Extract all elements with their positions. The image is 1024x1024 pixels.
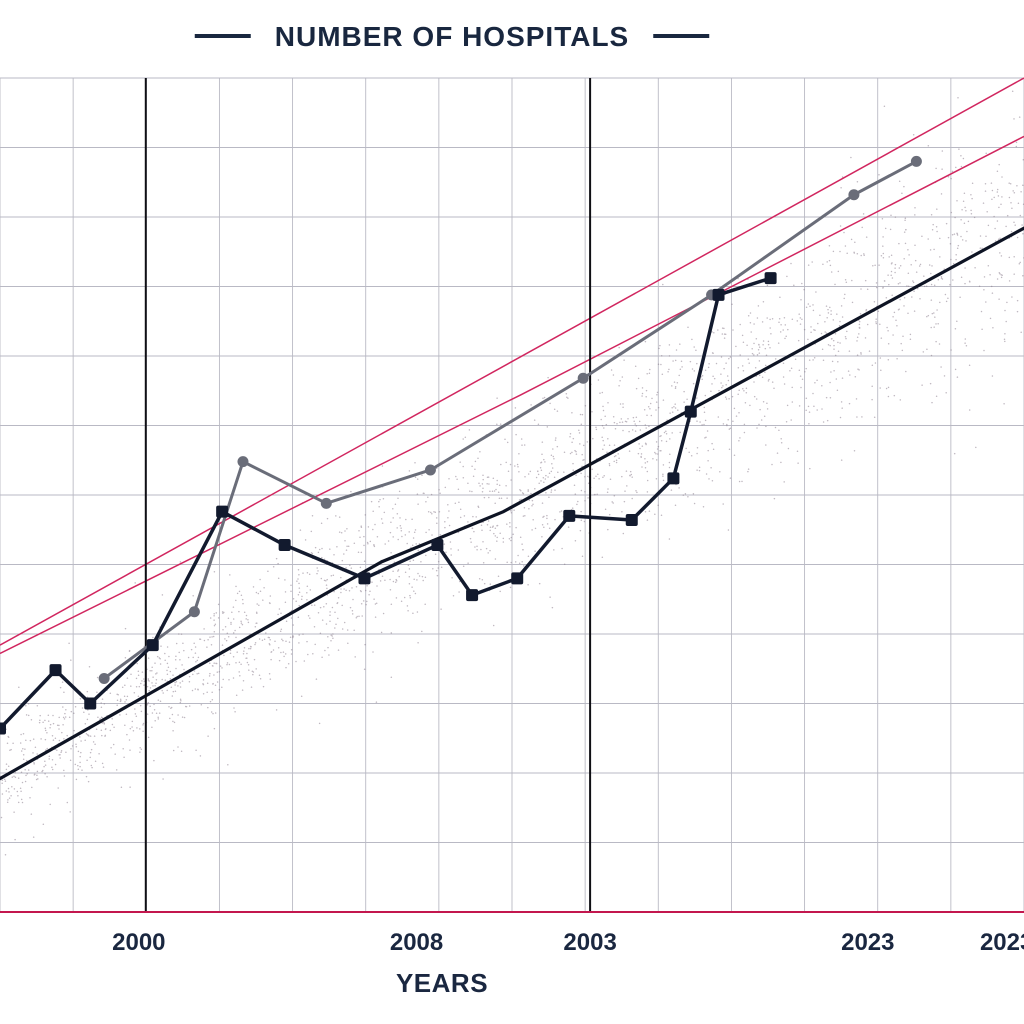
x-tick-label: 2023 (980, 929, 1024, 956)
x-tick-label: 2023 (841, 929, 894, 956)
x-tick-label: 2000 (112, 929, 165, 956)
chart-canvas: 2000 2008 2003 2023 2023 YEARS NUMBER OF HOSPI… (0, 0, 1024, 1024)
x-axis-label: YEARS (396, 968, 488, 998)
chart-title: NUMBER OF HOSPITALS (275, 21, 629, 52)
x-tick-label: 2003 (563, 929, 616, 956)
x-tick-label: 2008 (390, 929, 443, 956)
hospitals-line-chart: 2000 2008 2003 2023 2023 YEARS NUMBER OF HOSPI… (0, 0, 1024, 1024)
